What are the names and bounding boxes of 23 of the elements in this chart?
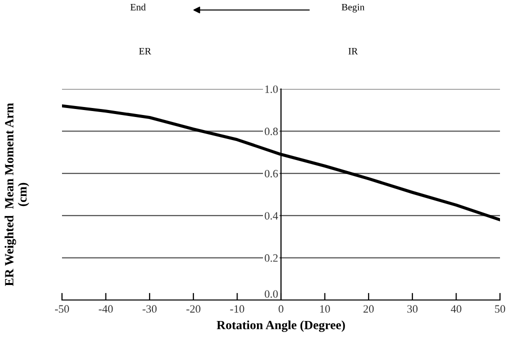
x-tick-label: -40 (98, 305, 113, 313)
text: IR (348, 48, 358, 54)
y-tick-label: 0.8 (264, 128, 278, 136)
x-axis-title: Rotation Angle (Degree) (216, 320, 345, 332)
x-tick-label: 50 (495, 305, 506, 313)
x-tick-label: 20 (364, 305, 374, 313)
x-tick-label: 30 (407, 305, 418, 313)
x-tick-label: 10 (320, 305, 330, 313)
text: End (130, 4, 146, 10)
text: ER (139, 48, 152, 54)
x-tick-label: -20 (186, 305, 200, 313)
y-tick-label: 0.0 (264, 290, 278, 298)
y-tick-label: 1.0 (265, 85, 278, 94)
x-tick-label: 40 (450, 305, 462, 313)
x-tick-label: -10 (230, 305, 244, 313)
y-tick-label: 0.6 (264, 170, 278, 178)
y-tick-label: 0.4 (264, 212, 278, 220)
text: Begin (342, 4, 364, 12)
y-axis-title: ER Weighted Mean Moment Arm (cm) (4, 102, 30, 286)
y-tick-label: 0.2 (264, 254, 278, 262)
x-tick-label: -30 (142, 305, 157, 313)
x-tick-label: -50 (55, 305, 69, 313)
x-tick-label: 0 (278, 305, 284, 313)
